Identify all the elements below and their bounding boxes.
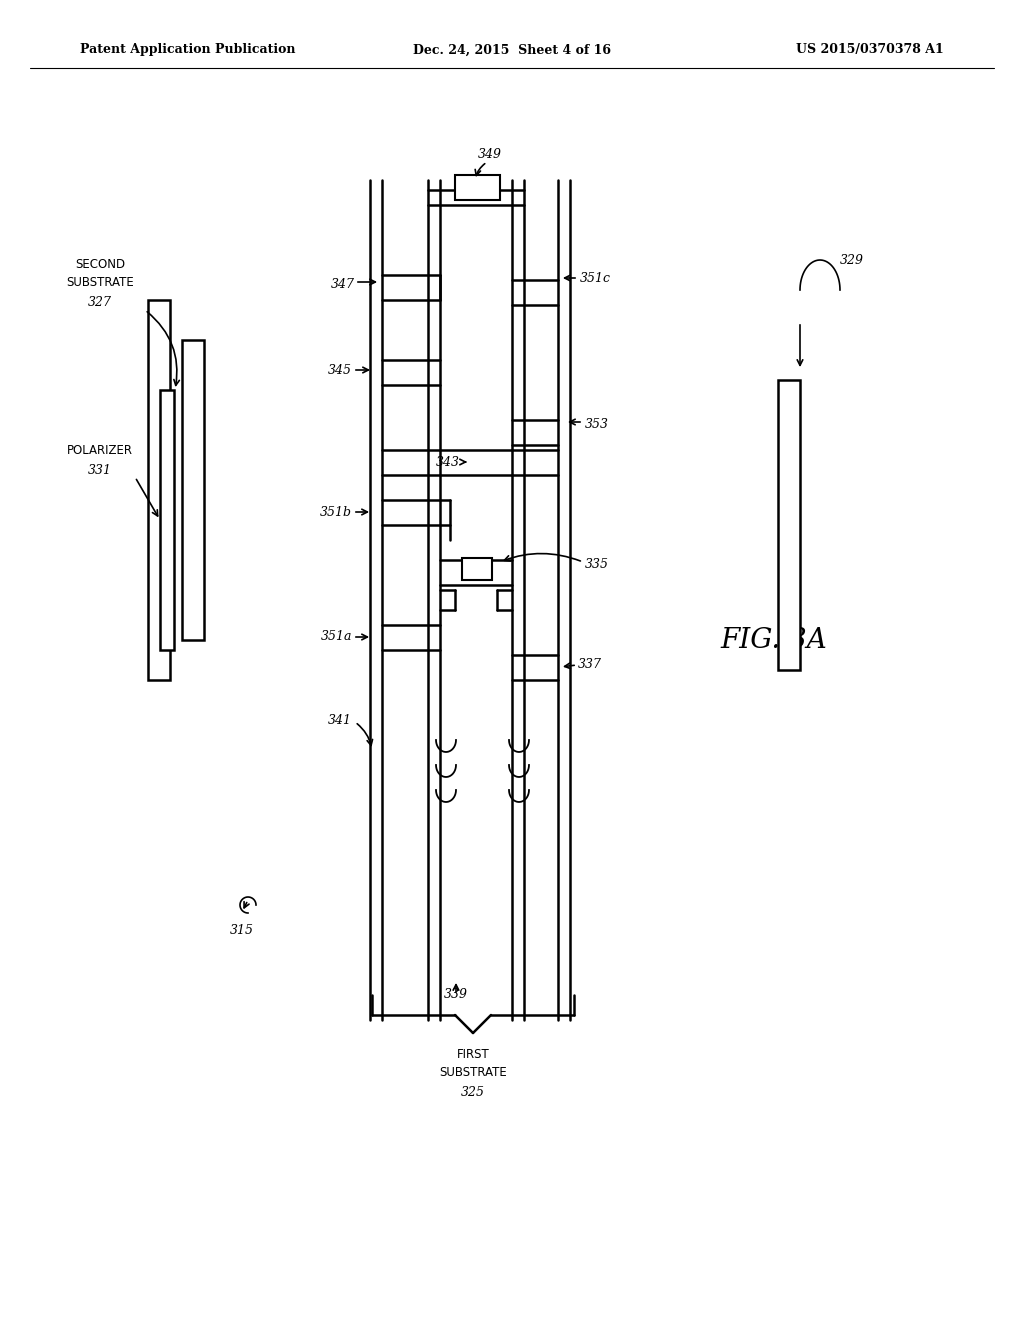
Bar — [148, 300, 170, 680]
Bar — [160, 389, 174, 649]
Text: 353: 353 — [585, 418, 609, 432]
Bar — [778, 380, 800, 671]
Bar — [455, 176, 500, 201]
Text: 349: 349 — [478, 149, 502, 161]
Text: 329: 329 — [840, 253, 864, 267]
Text: 343: 343 — [436, 455, 460, 469]
Text: 331: 331 — [88, 463, 112, 477]
Text: POLARIZER: POLARIZER — [67, 444, 133, 457]
Text: 345: 345 — [328, 363, 352, 376]
Text: FIRST: FIRST — [457, 1048, 489, 1061]
Text: 337: 337 — [578, 659, 602, 672]
Text: 325: 325 — [461, 1085, 485, 1098]
Text: 351a: 351a — [321, 631, 352, 644]
Text: 351c: 351c — [580, 272, 611, 285]
Text: SUBSTRATE: SUBSTRATE — [439, 1065, 507, 1078]
Text: 327: 327 — [88, 296, 112, 309]
Text: 339: 339 — [444, 989, 468, 1002]
Text: 341: 341 — [328, 714, 352, 726]
Text: 315: 315 — [230, 924, 254, 936]
Text: SECOND: SECOND — [75, 259, 125, 272]
Text: FIG. 3A: FIG. 3A — [720, 627, 826, 653]
Text: US 2015/0370378 A1: US 2015/0370378 A1 — [797, 44, 944, 57]
Text: 351b: 351b — [319, 506, 352, 519]
Bar — [462, 558, 492, 579]
Text: Patent Application Publication: Patent Application Publication — [80, 44, 296, 57]
Bar — [182, 341, 204, 640]
Text: Dec. 24, 2015  Sheet 4 of 16: Dec. 24, 2015 Sheet 4 of 16 — [413, 44, 611, 57]
Text: 347: 347 — [331, 279, 355, 292]
Text: SUBSTRATE: SUBSTRATE — [67, 276, 134, 289]
Text: 335: 335 — [585, 558, 609, 572]
